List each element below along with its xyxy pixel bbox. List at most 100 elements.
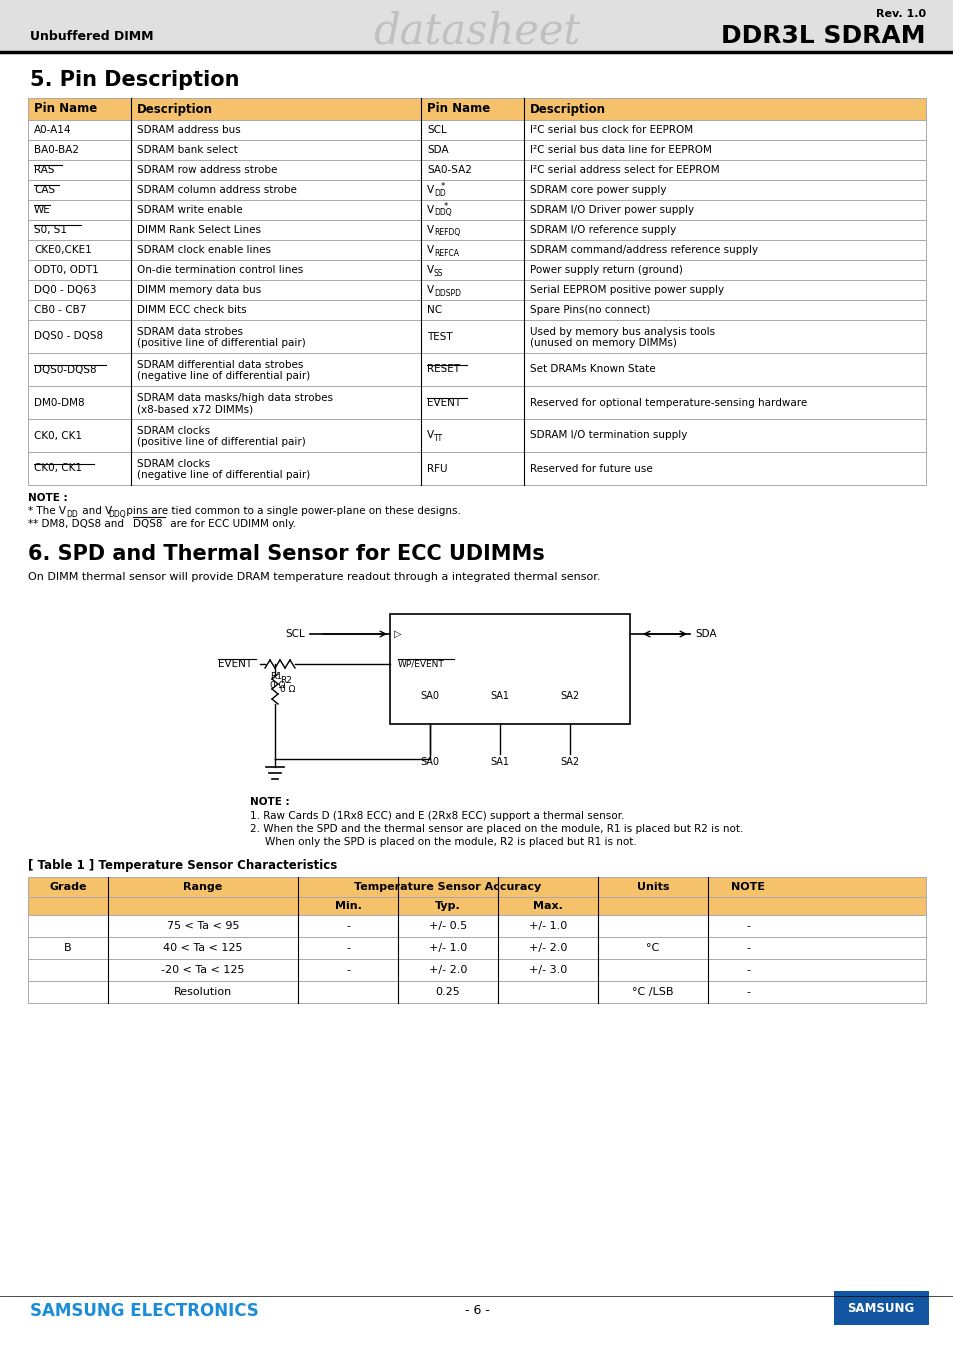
- Bar: [28, 180, 925, 200]
- Text: Resolution: Resolution: [173, 988, 232, 997]
- Text: SA1: SA1: [490, 690, 509, 701]
- Text: 1. Raw Cards D (1Rx8 ECC) and E (2Rx8 ECC) support a thermal sensor.: 1. Raw Cards D (1Rx8 ECC) and E (2Rx8 EC…: [250, 811, 623, 821]
- Text: SA0-SA2: SA0-SA2: [427, 165, 472, 176]
- Text: +/- 1.0: +/- 1.0: [528, 921, 566, 931]
- Bar: [28, 897, 925, 915]
- Text: DDR3L SDRAM: DDR3L SDRAM: [720, 24, 925, 49]
- Bar: [28, 259, 925, 280]
- Bar: [28, 99, 925, 120]
- Text: RFU: RFU: [427, 463, 447, 473]
- Text: SCL: SCL: [285, 630, 305, 639]
- Text: WP/EVENT: WP/EVENT: [397, 659, 444, 669]
- Text: Pin Name: Pin Name: [427, 103, 490, 115]
- Bar: [28, 938, 925, 959]
- Text: Description: Description: [530, 103, 605, 115]
- Text: SAMSUNG: SAMSUNG: [846, 1301, 914, 1315]
- Text: DDQ: DDQ: [434, 208, 451, 218]
- Text: *: *: [444, 201, 448, 211]
- Text: V: V: [427, 245, 434, 255]
- Bar: [28, 877, 925, 897]
- Text: Units: Units: [636, 882, 669, 892]
- Text: SCL: SCL: [427, 126, 446, 135]
- Text: 0.25: 0.25: [436, 988, 460, 997]
- Text: SDRAM core power supply: SDRAM core power supply: [530, 185, 666, 195]
- Bar: [28, 453, 925, 485]
- Text: When only the SPD is placed on the module, R2 is placed but R1 is not.: When only the SPD is placed on the modul…: [265, 838, 636, 847]
- Text: NOTE :: NOTE :: [28, 493, 68, 503]
- Text: DIMM Rank Select Lines: DIMM Rank Select Lines: [137, 226, 261, 235]
- Text: SDRAM clocks: SDRAM clocks: [137, 426, 210, 436]
- Text: +/- 0.5: +/- 0.5: [429, 921, 467, 931]
- Bar: [28, 353, 925, 386]
- Text: SDRAM I/O Driver power supply: SDRAM I/O Driver power supply: [530, 205, 694, 215]
- Text: Set DRAMs Known State: Set DRAMs Known State: [530, 365, 655, 374]
- Text: B: B: [64, 943, 71, 952]
- Text: CKE0,CKE1: CKE0,CKE1: [34, 245, 91, 255]
- Bar: [28, 120, 925, 141]
- Bar: [28, 981, 925, 1002]
- Text: SDRAM column address strobe: SDRAM column address strobe: [137, 185, 296, 195]
- Text: (negative line of differential pair): (negative line of differential pair): [137, 470, 310, 480]
- Text: pins are tied common to a single power-plane on these designs.: pins are tied common to a single power-p…: [123, 507, 460, 516]
- Text: V: V: [427, 185, 434, 195]
- Text: are for ECC UDIMM only.: are for ECC UDIMM only.: [167, 519, 295, 530]
- Text: S0, S1: S0, S1: [34, 226, 67, 235]
- Text: On-die termination control lines: On-die termination control lines: [137, 265, 303, 276]
- Text: EVENT: EVENT: [427, 397, 460, 408]
- Text: CAS: CAS: [34, 185, 55, 195]
- Text: [ Table 1 ] Temperature Sensor Characteristics: [ Table 1 ] Temperature Sensor Character…: [28, 859, 337, 871]
- Text: °C /LSB: °C /LSB: [632, 988, 673, 997]
- Text: BA0-BA2: BA0-BA2: [34, 145, 79, 155]
- Bar: [28, 159, 925, 180]
- Bar: [28, 141, 925, 159]
- Text: TEST: TEST: [427, 331, 452, 342]
- Text: SA2: SA2: [559, 690, 579, 701]
- Text: REFCA: REFCA: [434, 249, 458, 258]
- Text: SA2: SA2: [559, 757, 579, 767]
- Text: V: V: [427, 265, 434, 276]
- Text: SDRAM data masks/high data strobes: SDRAM data masks/high data strobes: [137, 393, 333, 403]
- Text: DQS0 - DQS8: DQS0 - DQS8: [34, 331, 103, 342]
- Text: -20 < Ta < 125: -20 < Ta < 125: [161, 965, 245, 975]
- Text: - 6 -: - 6 -: [464, 1305, 489, 1317]
- Text: R2: R2: [280, 676, 292, 685]
- Text: SDRAM data strobes: SDRAM data strobes: [137, 327, 243, 336]
- Text: V: V: [427, 285, 434, 295]
- Text: V: V: [427, 431, 434, 440]
- Text: (negative line of differential pair): (negative line of differential pair): [137, 372, 310, 381]
- Text: DM0-DM8: DM0-DM8: [34, 397, 85, 408]
- Text: (positive line of differential pair): (positive line of differential pair): [137, 436, 305, 447]
- Text: °C: °C: [646, 943, 659, 952]
- Bar: [28, 300, 925, 320]
- Text: V: V: [427, 226, 434, 235]
- Text: 0 Ω: 0 Ω: [280, 685, 295, 694]
- Text: Unbuffered DIMM: Unbuffered DIMM: [30, 31, 153, 43]
- Text: (x8-based x72 DIMMs): (x8-based x72 DIMMs): [137, 404, 253, 413]
- Text: SDA: SDA: [427, 145, 448, 155]
- Text: A0-A14: A0-A14: [34, 126, 71, 135]
- Text: CB0 - CB7: CB0 - CB7: [34, 305, 87, 315]
- Text: DQS0-DQS8: DQS0-DQS8: [34, 365, 96, 374]
- Text: -: -: [346, 921, 350, 931]
- Text: V: V: [427, 205, 434, 215]
- Text: CK0, CK1: CK0, CK1: [34, 431, 82, 440]
- Text: Typ.: Typ.: [435, 901, 460, 911]
- Text: -: -: [745, 943, 749, 952]
- Text: +/- 2.0: +/- 2.0: [528, 943, 567, 952]
- Text: Pin Name: Pin Name: [34, 103, 97, 115]
- Bar: [390, 613, 629, 724]
- Text: DDQ: DDQ: [108, 509, 126, 519]
- Text: DD: DD: [434, 189, 445, 197]
- Text: SDA: SDA: [695, 630, 716, 639]
- Text: SAMSUNG ELECTRONICS: SAMSUNG ELECTRONICS: [30, 1302, 258, 1320]
- Text: DQS8: DQS8: [132, 519, 162, 530]
- Text: DQ0 - DQ63: DQ0 - DQ63: [34, 285, 96, 295]
- Text: SDRAM bank select: SDRAM bank select: [137, 145, 237, 155]
- Text: RAS: RAS: [34, 165, 54, 176]
- Text: Max.: Max.: [533, 901, 562, 911]
- Text: *: *: [440, 181, 445, 190]
- Text: Power supply return (ground): Power supply return (ground): [530, 265, 682, 276]
- Text: Description: Description: [137, 103, 213, 115]
- Text: SDRAM clocks: SDRAM clocks: [137, 459, 210, 469]
- Text: (unused on memory DIMMs): (unused on memory DIMMs): [530, 338, 677, 349]
